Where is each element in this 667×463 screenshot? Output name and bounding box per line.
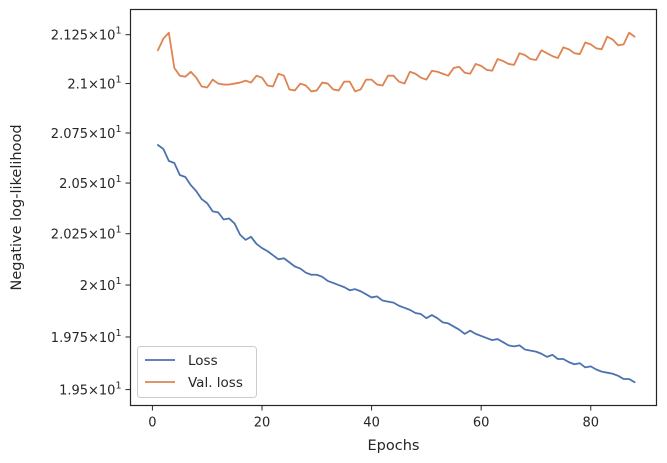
y-axis-ticks: 1.95×101 1.975×101 2×101 2.025×101 2.05×101 2… (51, 26, 131, 399)
y-tick-label: 2×101 (80, 276, 122, 294)
series-layer (156, 31, 636, 384)
y-tick-label: 2.125×101 (51, 26, 122, 44)
y-tick-label: 1.95×101 (59, 381, 121, 399)
y-tick-label: 2.05×101 (59, 174, 121, 192)
x-tick-label: 40 (363, 416, 380, 431)
y-tick-label: 2.075×101 (51, 124, 122, 142)
x-tick-label: 80 (582, 416, 599, 431)
x-tick-label: 20 (254, 416, 271, 431)
y-tick-label: 2.1×101 (67, 75, 121, 93)
x-tick-label: 0 (148, 416, 156, 431)
legend: Loss Val. loss (137, 346, 257, 398)
y-tick-label: 1.975×101 (51, 328, 122, 346)
series-line-loss (156, 144, 636, 384)
x-tick-label: 60 (473, 416, 490, 431)
legend-label-loss: Loss (188, 353, 218, 369)
series-line-val-loss (156, 31, 636, 93)
x-axis-ticks: 0 20 40 60 80 (148, 405, 599, 431)
legend-label-val-loss: Val. loss (188, 375, 243, 391)
y-axis-label: Negative log-likelihood (9, 124, 25, 290)
y-tick-label: 2.025×101 (51, 225, 122, 243)
x-axis-label: Epochs (368, 438, 420, 454)
